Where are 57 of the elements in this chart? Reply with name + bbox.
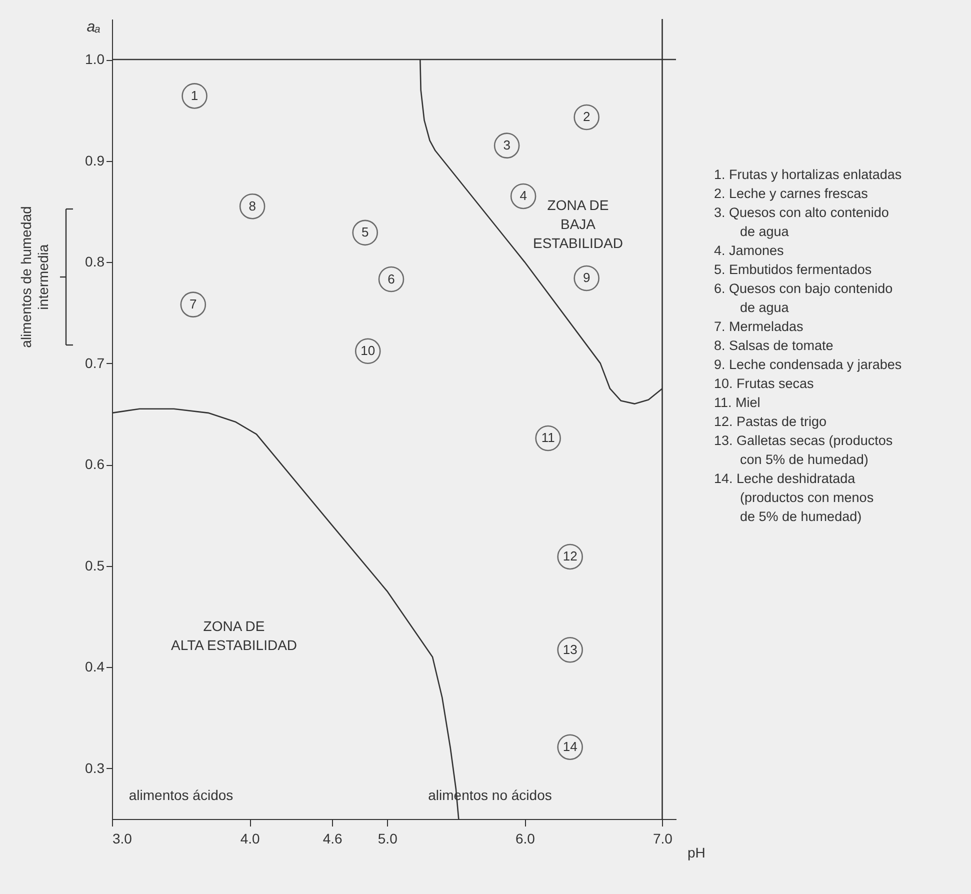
series-label: 8 [248, 198, 256, 214]
x-tick-label: 5.0 [378, 830, 398, 846]
series-label: 7 [190, 296, 197, 312]
series-label: 6 [388, 271, 395, 286]
text: 11. Miel [714, 394, 762, 412]
text: 12. Pastas de trigo [714, 413, 828, 431]
text: 10. Frutas secas [714, 375, 815, 393]
y-tick-label: 0.3 [85, 760, 105, 776]
point [352, 220, 378, 246]
series-label: 2 [582, 109, 590, 124]
series-label: 11 [541, 430, 555, 446]
point [494, 132, 520, 158]
point [378, 266, 404, 292]
series-label: 4 [520, 188, 527, 204]
text: 2. Leche y carnes frescas [714, 185, 869, 203]
annotation: ZONA DE BAJA ESTABILIDAD [533, 197, 623, 251]
series-label: 5 [361, 224, 369, 240]
x-tick-label: 4.6 [322, 830, 343, 846]
point [239, 193, 266, 220]
text: 8. Salsas de tomate [714, 337, 834, 355]
x-tick-label: 4.0 [240, 830, 260, 846]
text: 4. Jamones [714, 242, 785, 260]
y-tick-label: 0.7 [85, 354, 105, 371]
text: 9. Leche condensada y jarabes [714, 356, 902, 374]
text: alimentos de humedad intermedia [18, 206, 51, 348]
text: 14. Leche deshidratada (productos con menos de 5% de humedad) [714, 470, 875, 526]
text: 7. Mermeladas [714, 318, 804, 336]
y-axis-title: aₐ [86, 18, 100, 36]
text: 6. Quesos con bajo contenido de agua [714, 280, 894, 317]
series-label: 1 [190, 88, 198, 103]
series-label: 3 [503, 138, 510, 153]
series-label: 12 [562, 548, 578, 564]
x-tick-label: 7.0 [653, 830, 673, 846]
point [180, 292, 206, 318]
series-label: 10 [360, 343, 376, 358]
text: 3. Quesos con alto contenido de agua [714, 204, 890, 241]
series-label: 14 [562, 739, 578, 754]
text: 13. Galletas secas (productos con 5% de humedad) [714, 432, 894, 469]
y-tick-label: 0.4 [85, 658, 105, 675]
x-tick-label: 3.0 [112, 830, 132, 846]
point [574, 104, 600, 130]
y-tick-label: 0.6 [85, 456, 105, 472]
point [510, 183, 536, 210]
annotation: alimentos ácidos [128, 787, 234, 803]
text: 5. Embutidos fermentados [714, 261, 873, 279]
y-tick-label: 0.9 [85, 152, 105, 168]
series-label: 9 [582, 270, 590, 286]
y-tick-label: 1.0 [85, 51, 105, 68]
y-tick-label: 0.5 [85, 557, 105, 574]
x-tick-label: 6.0 [515, 830, 536, 846]
annotation: ZONA DE ALTA ESTABILIDAD [170, 618, 298, 653]
point [574, 265, 600, 292]
text: 1. Frutas y hortalizas enlatadas [714, 166, 902, 184]
x-axis-title: pH [688, 844, 706, 860]
point [182, 83, 208, 109]
series-label: 13 [562, 642, 578, 657]
y-tick-label: 0.8 [85, 254, 105, 270]
